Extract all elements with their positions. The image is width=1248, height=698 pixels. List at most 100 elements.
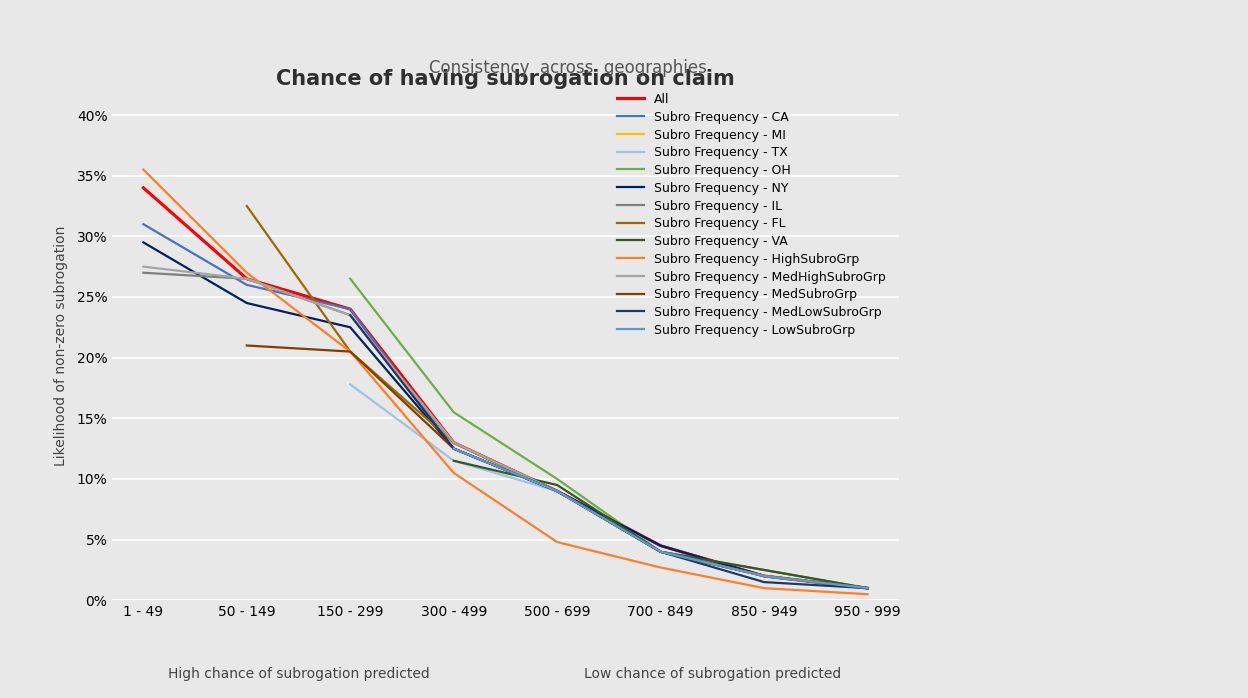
- Subro Frequency - IL: [136, 269, 151, 277]
- Subro Frequency - NY: [756, 572, 771, 580]
- Subro Frequency - LowSubroGrp: [549, 487, 564, 496]
- Subro Frequency - VA: [653, 547, 668, 556]
- Line: Subro Frequency - IL: Subro Frequency - IL: [144, 273, 867, 588]
- Subro Frequency - IL: [860, 584, 875, 593]
- Subro Frequency - MedLowSubroGrp: [343, 311, 358, 320]
- Subro Frequency - MedLowSubroGrp: [756, 578, 771, 586]
- Title: Chance of having subrogation on claim: Chance of having subrogation on claim: [276, 69, 735, 89]
- Subro Frequency - MedSubroGrp: [343, 348, 358, 356]
- All: [136, 184, 151, 192]
- Text: Low chance of subrogation predicted: Low chance of subrogation predicted: [584, 667, 841, 681]
- Subro Frequency - TX: [860, 584, 875, 593]
- Subro Frequency - TX: [653, 547, 668, 556]
- Subro Frequency - TX: [447, 456, 462, 465]
- Subro Frequency - CA: [549, 487, 564, 496]
- Subro Frequency - CA: [240, 281, 255, 289]
- Y-axis label: Likelihood of non-zero subrogation: Likelihood of non-zero subrogation: [55, 225, 69, 466]
- Subro Frequency - MedHighSubroGrp: [240, 274, 255, 283]
- Subro Frequency - LowSubroGrp: [756, 572, 771, 580]
- Subro Frequency - HighSubroGrp: [136, 165, 151, 174]
- Subro Frequency - MedHighSubroGrp: [756, 572, 771, 580]
- All: [343, 305, 358, 313]
- Subro Frequency - MedLowSubroGrp: [447, 445, 462, 453]
- Subro Frequency - MedHighSubroGrp: [653, 547, 668, 556]
- Subro Frequency - VA: [549, 481, 564, 489]
- Subro Frequency - HighSubroGrp: [860, 590, 875, 598]
- Subro Frequency - VA: [756, 566, 771, 574]
- All: [756, 572, 771, 580]
- Subro Frequency - MedHighSubroGrp: [860, 584, 875, 593]
- Subro Frequency - IL: [447, 438, 462, 447]
- Subro Frequency - HighSubroGrp: [549, 538, 564, 547]
- Subro Frequency - FL: [343, 348, 358, 356]
- Subro Frequency - IL: [240, 274, 255, 283]
- Subro Frequency - NY: [447, 445, 462, 453]
- All: [549, 487, 564, 496]
- Subro Frequency - OH: [343, 274, 358, 283]
- Subro Frequency - NY: [240, 299, 255, 307]
- Subro Frequency - LowSubroGrp: [653, 547, 668, 556]
- Subro Frequency - LowSubroGrp: [447, 445, 462, 453]
- Subro Frequency - MedSubroGrp: [447, 445, 462, 453]
- Subro Frequency - CA: [860, 584, 875, 593]
- Subro Frequency - HighSubroGrp: [343, 348, 358, 356]
- Line: Subro Frequency - LowSubroGrp: Subro Frequency - LowSubroGrp: [454, 449, 867, 588]
- Subro Frequency - FL: [549, 487, 564, 496]
- Subro Frequency - VA: [447, 456, 462, 465]
- Subro Frequency - OH: [549, 475, 564, 483]
- Subro Frequency - TX: [343, 380, 358, 389]
- Subro Frequency - OH: [447, 408, 462, 417]
- Subro Frequency - HighSubroGrp: [447, 469, 462, 477]
- Subro Frequency - NY: [136, 238, 151, 246]
- Subro Frequency - MedSubroGrp: [756, 572, 771, 580]
- Subro Frequency - MedSubroGrp: [860, 584, 875, 593]
- Subro Frequency - FL: [756, 572, 771, 580]
- All: [447, 438, 462, 447]
- Subro Frequency - IL: [549, 487, 564, 496]
- Subro Frequency - FL: [653, 547, 668, 556]
- Subro Frequency - IL: [343, 311, 358, 320]
- Subro Frequency - MedHighSubroGrp: [549, 487, 564, 496]
- Subro Frequency - MedHighSubroGrp: [343, 311, 358, 320]
- Subro Frequency - MedLowSubroGrp: [549, 487, 564, 496]
- Subro Frequency - TX: [549, 487, 564, 496]
- Subro Frequency - OH: [653, 547, 668, 556]
- Line: Subro Frequency - HighSubroGrp: Subro Frequency - HighSubroGrp: [144, 170, 867, 594]
- Subro Frequency - VA: [860, 584, 875, 593]
- Subro Frequency - OH: [756, 566, 771, 574]
- Subro Frequency - MedHighSubroGrp: [447, 438, 462, 447]
- Subro Frequency - NY: [860, 584, 875, 593]
- All: [240, 274, 255, 283]
- Line: Subro Frequency - MedSubroGrp: Subro Frequency - MedSubroGrp: [247, 346, 867, 588]
- Subro Frequency - MedLowSubroGrp: [653, 547, 668, 556]
- Subro Frequency - NY: [549, 487, 564, 496]
- Subro Frequency - MedLowSubroGrp: [860, 584, 875, 593]
- Subro Frequency - FL: [447, 438, 462, 447]
- Subro Frequency - MedSubroGrp: [240, 341, 255, 350]
- Subro Frequency - CA: [343, 305, 358, 313]
- Subro Frequency - TX: [756, 572, 771, 580]
- Subro Frequency - MedHighSubroGrp: [136, 262, 151, 271]
- Subro Frequency - CA: [447, 445, 462, 453]
- Subro Frequency - CA: [756, 572, 771, 580]
- All: [860, 584, 875, 593]
- Subro Frequency - FL: [860, 584, 875, 593]
- Line: Subro Frequency - MedHighSubroGrp: Subro Frequency - MedHighSubroGrp: [144, 267, 867, 588]
- All: [653, 542, 668, 550]
- Subro Frequency - NY: [343, 323, 358, 332]
- Line: Subro Frequency - VA: Subro Frequency - VA: [454, 461, 867, 588]
- Subro Frequency - OH: [860, 584, 875, 593]
- Line: Subro Frequency - TX: Subro Frequency - TX: [351, 385, 867, 588]
- Subro Frequency - HighSubroGrp: [653, 563, 668, 572]
- Line: Subro Frequency - NY: Subro Frequency - NY: [144, 242, 867, 588]
- Text: High chance of subrogation predicted: High chance of subrogation predicted: [167, 667, 429, 681]
- Legend: All, Subro Frequency - CA, Subro Frequency - MI, Subro Frequency - TX, Subro Fre: All, Subro Frequency - CA, Subro Frequen…: [610, 87, 892, 343]
- Subro Frequency - FL: [240, 202, 255, 210]
- Subro Frequency - CA: [136, 220, 151, 228]
- Subro Frequency - MedSubroGrp: [653, 547, 668, 556]
- Subro Frequency - IL: [756, 572, 771, 580]
- Subro Frequency - MedSubroGrp: [549, 487, 564, 496]
- Subro Frequency - CA: [653, 542, 668, 550]
- Subro Frequency - NY: [653, 542, 668, 550]
- Subro Frequency - HighSubroGrp: [240, 269, 255, 277]
